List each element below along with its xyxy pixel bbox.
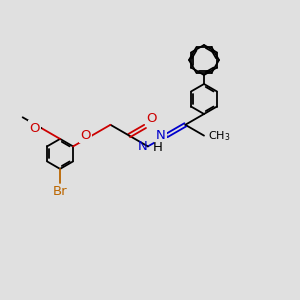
Text: Br: Br bbox=[53, 185, 68, 198]
Text: H: H bbox=[152, 141, 162, 154]
Text: N: N bbox=[137, 140, 147, 153]
Text: O: O bbox=[30, 122, 40, 135]
Text: CH$_3$: CH$_3$ bbox=[208, 129, 230, 142]
Text: N: N bbox=[156, 129, 165, 142]
Text: O: O bbox=[80, 129, 91, 142]
Text: O: O bbox=[146, 112, 157, 124]
